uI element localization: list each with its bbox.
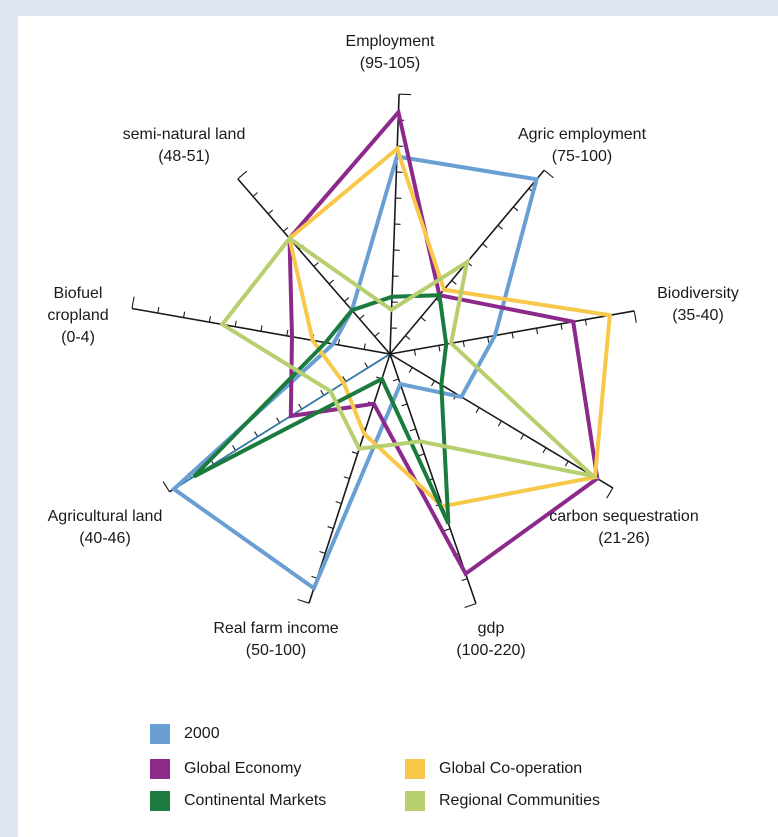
axis-tick <box>418 453 425 457</box>
axis-tick <box>461 578 468 582</box>
axis-tick <box>482 243 488 248</box>
axis-tick <box>560 323 563 330</box>
axis-label: gdp (100-220) <box>456 620 525 659</box>
axis-tick <box>237 170 248 180</box>
axis-tick <box>342 376 347 382</box>
axis-tick <box>520 434 525 440</box>
axis-tick <box>542 447 547 454</box>
axis-tick <box>420 316 426 322</box>
series-2000-polygon <box>170 154 540 592</box>
axis-line <box>131 307 391 355</box>
axis-tick <box>260 325 263 332</box>
series-regional-communities-polygon <box>219 235 600 480</box>
axis-tick <box>157 307 160 314</box>
axis-tick <box>232 445 237 451</box>
axis-tick <box>405 335 411 340</box>
radar-chart: Employment (95-105) Agric employment (75-10… <box>47 33 739 659</box>
axis-tick <box>431 380 436 387</box>
axis-tick <box>487 336 490 343</box>
axis-label: Agricultural land (40-46) <box>48 508 163 547</box>
axis-tick <box>464 603 477 609</box>
axis-tick <box>351 451 358 455</box>
axis-tick <box>392 378 399 382</box>
axis-tick <box>359 314 365 320</box>
axis-tick <box>286 329 289 336</box>
axis-label: Biofuel cropland (0-4) <box>47 285 108 346</box>
axis-tick <box>564 460 569 467</box>
axis-label: Employment (95-105) <box>346 33 435 72</box>
series-group <box>170 107 612 592</box>
axis-tick <box>298 403 303 410</box>
axis-labels-group: Employment (95-105) Agric employment (75-10… <box>47 33 739 659</box>
axis-tick <box>438 345 441 352</box>
axis-tick <box>267 209 274 215</box>
axis-tick <box>606 487 614 499</box>
axis-tick <box>497 420 502 427</box>
axis-tick <box>374 332 380 337</box>
axis-tick <box>319 550 326 554</box>
axis-tick <box>283 227 289 232</box>
axis-tick <box>328 279 335 285</box>
axis-label: Agric employment (75-100) <box>518 126 647 165</box>
axis-tick <box>475 407 480 413</box>
axis-tick <box>183 311 186 318</box>
axis-tick <box>497 224 503 230</box>
axis-tick <box>584 319 587 326</box>
series-continental-markets-polygon <box>192 293 451 525</box>
axis-tick <box>252 192 258 197</box>
axis-tick <box>535 328 539 335</box>
axis-label: semi-natural land (48-51) <box>123 126 246 165</box>
axis-tick <box>451 280 457 285</box>
axis-tick <box>313 262 319 267</box>
axis-tick <box>513 206 519 212</box>
chart-panel: Employment (95-105) Agric employment (75-10… <box>18 16 778 837</box>
axis-tick <box>633 310 637 323</box>
axis-tick <box>364 362 369 369</box>
axis-tick <box>401 403 408 407</box>
axis-tick <box>131 296 135 309</box>
axis-tick <box>337 338 340 345</box>
axis-label: Real farm income (50-100) <box>213 620 338 659</box>
axis-tick <box>234 320 237 327</box>
series-global-economy-polygon <box>287 107 600 577</box>
axis-tick <box>320 389 325 396</box>
axis-tick <box>444 528 451 532</box>
axis-tick <box>343 297 350 302</box>
axis-tick <box>276 417 281 424</box>
axis-tick <box>363 343 366 350</box>
axis-tick <box>297 598 310 604</box>
series-global-co-operation-polygon <box>287 145 612 509</box>
axis-tick <box>327 526 334 529</box>
axis-label: Biodiversity (35-40) <box>657 285 739 324</box>
axis-tick <box>409 428 416 432</box>
axis-tick <box>462 340 465 348</box>
axis-tick <box>335 501 342 505</box>
axis-tick <box>413 349 417 356</box>
axis-tick <box>208 316 211 323</box>
axes-group <box>131 93 637 609</box>
axis-label: carbon sequestration (21-26) <box>549 508 698 547</box>
axis-tick <box>162 481 170 493</box>
axis-tick <box>343 476 350 480</box>
axis-tick <box>254 431 259 437</box>
axis-tick <box>543 169 554 179</box>
axis-tick <box>408 367 413 373</box>
axis-tick <box>511 332 514 339</box>
